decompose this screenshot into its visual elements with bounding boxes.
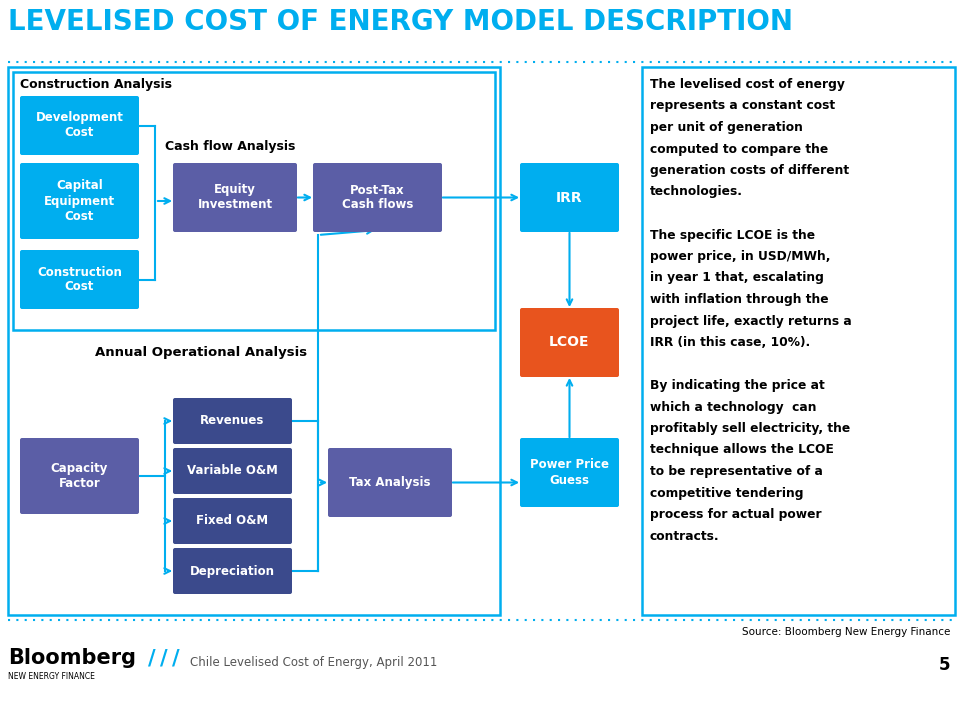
Text: LCOE: LCOE [549, 336, 589, 350]
FancyBboxPatch shape [520, 163, 619, 232]
Text: in year 1 that, escalating: in year 1 that, escalating [650, 272, 824, 284]
FancyBboxPatch shape [20, 163, 139, 239]
Text: to be representative of a: to be representative of a [650, 465, 822, 478]
Text: profitably sell electricity, the: profitably sell electricity, the [650, 422, 850, 435]
FancyBboxPatch shape [520, 438, 619, 507]
FancyBboxPatch shape [313, 163, 442, 232]
Text: By indicating the price at: By indicating the price at [650, 379, 824, 392]
Text: IRR (in this case, 10%).: IRR (in this case, 10%). [650, 336, 810, 349]
FancyBboxPatch shape [328, 448, 452, 517]
Text: Bloomberg: Bloomberg [8, 648, 136, 668]
FancyBboxPatch shape [20, 438, 139, 514]
Text: Capital
Equipment
Cost: Capital Equipment Cost [44, 180, 115, 223]
Text: Variable O&M: Variable O&M [187, 465, 278, 477]
Text: Fixed O&M: Fixed O&M [196, 515, 269, 527]
Text: Revenues: Revenues [200, 414, 265, 428]
Text: process for actual power: process for actual power [650, 508, 821, 521]
Text: /: / [172, 648, 180, 668]
FancyBboxPatch shape [20, 250, 139, 309]
FancyBboxPatch shape [173, 448, 292, 494]
Text: power price, in USD/MWh,: power price, in USD/MWh, [650, 250, 830, 263]
Text: The specific LCOE is the: The specific LCOE is the [650, 228, 815, 241]
Text: LEVELISED COST OF ENERGY MODEL DESCRIPTION: LEVELISED COST OF ENERGY MODEL DESCRIPTI… [8, 8, 793, 36]
Text: generation costs of different: generation costs of different [650, 164, 849, 177]
Text: Construction Analysis: Construction Analysis [20, 78, 172, 91]
FancyBboxPatch shape [173, 398, 292, 444]
Text: /: / [160, 648, 168, 668]
Text: Chile Levelised Cost of Energy, April 2011: Chile Levelised Cost of Energy, April 20… [190, 656, 437, 669]
Text: The levelised cost of energy: The levelised cost of energy [650, 78, 845, 91]
Text: technique allows the LCOE: technique allows the LCOE [650, 444, 834, 456]
Text: Capacity
Factor: Capacity Factor [51, 462, 108, 490]
FancyBboxPatch shape [173, 548, 292, 594]
Text: which a technology  can: which a technology can [650, 401, 817, 413]
Text: NEW ENERGY FINANCE: NEW ENERGY FINANCE [8, 672, 95, 681]
Text: with inflation through the: with inflation through the [650, 293, 828, 306]
FancyBboxPatch shape [173, 163, 297, 232]
Text: per unit of generation: per unit of generation [650, 121, 803, 134]
Text: Source: Bloomberg New Energy Finance: Source: Bloomberg New Energy Finance [742, 627, 950, 637]
FancyBboxPatch shape [520, 308, 619, 377]
Text: Depreciation: Depreciation [190, 564, 275, 578]
FancyBboxPatch shape [173, 498, 292, 544]
Text: contracts.: contracts. [650, 529, 719, 543]
Text: computed to compare the: computed to compare the [650, 143, 828, 156]
Text: Equity
Investment: Equity Investment [197, 183, 273, 211]
Text: 5: 5 [939, 656, 950, 674]
Text: Development
Cost: Development Cost [36, 112, 123, 140]
Text: competitive tendering: competitive tendering [650, 486, 803, 500]
Text: Power Price
Guess: Power Price Guess [530, 458, 609, 486]
Text: Construction
Cost: Construction Cost [37, 265, 122, 293]
Text: Tax Analysis: Tax Analysis [350, 476, 430, 489]
Text: project life, exactly returns a: project life, exactly returns a [650, 314, 851, 328]
Text: /: / [148, 648, 156, 668]
FancyBboxPatch shape [20, 96, 139, 155]
Text: Annual Operational Analysis: Annual Operational Analysis [95, 346, 307, 359]
Text: Post-Tax
Cash flows: Post-Tax Cash flows [342, 183, 413, 211]
Text: technologies.: technologies. [650, 185, 743, 199]
Text: Cash flow Analysis: Cash flow Analysis [165, 140, 296, 153]
Text: IRR: IRR [557, 190, 583, 204]
Text: represents a constant cost: represents a constant cost [650, 100, 835, 112]
